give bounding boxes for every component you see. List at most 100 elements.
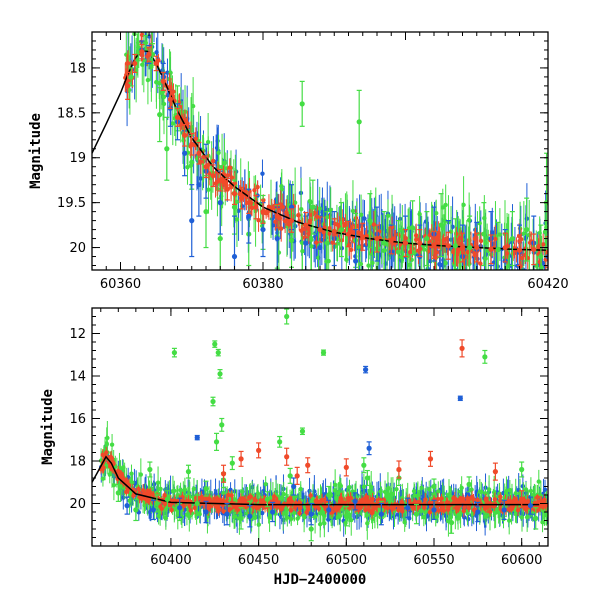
bottom-red-cloud-point [275,497,280,508]
top-red-cloud-point [407,243,413,261]
top-red-point [303,211,309,239]
top-red-point [196,141,202,165]
bottom-red-point [220,464,227,483]
bottom-green-point [361,457,367,474]
bottom-y-tick-label: 12 [69,327,86,342]
bottom-red-cloud-point [287,495,293,503]
top-y-tick-label: 20 [69,241,86,256]
top-x-tick-label: 60360 [100,277,141,292]
top-green-point [299,80,305,127]
top-red-point [474,232,480,263]
bottom-red-cloud-point [441,501,446,514]
top-x-tick-label: 60420 [527,277,568,292]
bottom-blue-point [501,499,507,521]
top-blue-point [189,184,195,258]
bottom-red-cloud-point [136,485,141,493]
bottom-green-point [431,478,437,495]
top-red-cloud-point [371,210,377,239]
bottom-red-cloud-point [137,490,142,504]
top-red-cloud-point [465,238,470,266]
bottom-red-cloud-point [158,503,163,510]
top-red-point [160,71,166,91]
top-x-tick-label: 60380 [242,277,283,292]
bottom-green-point [320,349,327,356]
bottom-green-cloud-point [426,480,432,498]
bottom-red-cloud-point [512,497,517,509]
bottom-red-cloud-point [370,506,375,516]
bottom-red-cloud-point [147,488,152,496]
bottom-red-point [305,457,311,474]
top-red-cloud-point [348,240,354,260]
bottom-blue-point [247,505,253,528]
bottom-green-point [154,494,160,513]
bottom-y-tick-label: 18 [69,455,86,470]
bottom-green-cloud-point [263,476,268,493]
top-red-cloud-point [249,200,254,215]
top-red-point [402,228,409,258]
top-green-point [324,211,330,270]
bottom-green-cloud-point [402,512,407,532]
bottom-green-cloud-point [523,481,529,498]
bottom-red-cloud-point [118,470,123,476]
top-red-point [274,203,280,229]
bottom-blue-point [291,477,297,496]
top-red-cloud-point [269,198,275,219]
bottom-red-cloud-point [313,497,318,505]
bottom-red-cloud-point [411,500,416,513]
top-red-point [288,208,295,233]
bottom-green-cloud-point [298,481,303,498]
bottom-red-cloud-point [535,494,540,501]
bottom-green-point [213,432,220,451]
top-red-point [431,230,437,259]
bottom-blue-point [150,499,156,521]
bottom-plot-area [92,308,548,542]
top-green-point [424,211,430,267]
top-green-cloud-point [459,245,461,270]
bottom-red-point [519,490,525,509]
bottom-blue-point [308,502,314,526]
bottom-green-cloud-point [385,472,391,505]
bottom-green-cloud-point [317,511,323,538]
bottom-point-cloud [98,420,548,541]
top-y-axis-label: Magnitude [28,113,44,189]
top-red-cloud-point [255,180,260,194]
bottom-y-tick-label: 14 [69,370,86,385]
top-red-point [417,228,423,258]
bottom-red-cloud-point [505,497,510,505]
bottom-green-cloud-point [536,469,542,494]
bottom-red-cloud-point [339,492,344,506]
top-green-point [381,211,387,270]
top-y-tick-label: 19 [69,151,86,166]
bottom-blue-point [457,395,463,402]
bottom-blue-point [203,500,209,524]
bottom-x-tick-label: 60600 [501,553,542,568]
bottom-red-cloud-point [288,507,294,513]
bottom-green-point [299,427,306,436]
bottom-red-cloud-point [345,492,351,505]
bottom-x-tick-label: 60550 [413,553,454,568]
bottom-green-cloud-point [295,512,300,526]
top-green-point [356,89,362,154]
bottom-green-point [364,469,370,487]
top-red-cloud-point [478,232,484,250]
top-red-cloud-point [327,214,332,243]
top-green-cloud-point [434,199,439,227]
bottom-green-point [210,396,216,407]
top-red-point [189,132,195,156]
top-red-point [210,164,216,188]
bottom-green-cloud-point [365,506,370,540]
bottom-blue-point [431,499,437,521]
top-red-cloud-point [124,54,130,73]
top-plot-area [92,32,548,270]
top-green-cloud-point [344,233,349,270]
top-red-cloud-point [413,226,419,253]
top-red-cloud-point [237,185,243,204]
top-red-cloud-point [478,252,483,270]
bottom-green-point [215,348,221,357]
top-red-point [388,226,394,255]
top-green-point [452,218,458,270]
bottom-red-cloud-point [241,496,246,502]
top-green-point [367,193,373,249]
bottom-blue-point [475,501,481,523]
